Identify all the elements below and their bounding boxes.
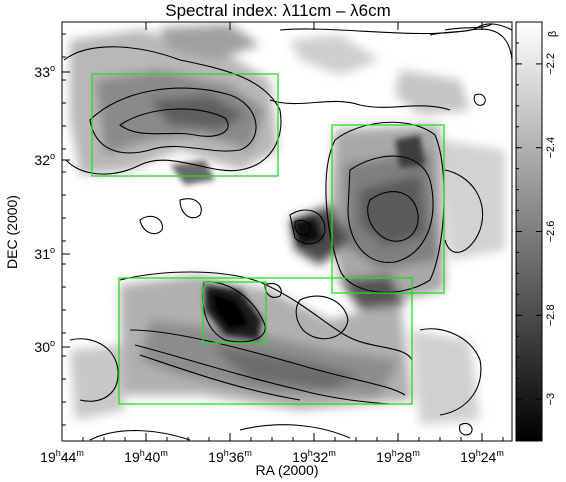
x-axis: 19h44m 19h40m 19h36m 19h32m 19h28m 19h24m [40,22,504,465]
x-tick-label: 19h36m [208,448,252,465]
colorbar-tick-label: −2.8 [545,304,557,326]
colorbar-tick-label: −2.4 [545,137,557,159]
y-axis: 33o 32o 31o 30o [34,33,70,426]
x-tick-label: 19h32m [292,448,336,465]
x-axis-label: RA (2000) [255,462,318,478]
colorbar-label: β [547,31,559,37]
y-tick-label: 31o [34,245,55,262]
box-small-dark [202,281,267,344]
x-tick-label: 19h44m [40,448,84,465]
y-tick-label: 30o [34,338,55,355]
x-tick-label: 19h24m [460,448,504,465]
map-frame [61,21,513,442]
box-top-left [91,73,279,177]
spectral-index-image [70,24,505,425]
colorbar-tick-label: −2.6 [545,221,557,243]
chart-title: Spectral index: λ11cm – λ6cm [165,1,391,20]
y-tick-label: 32o [34,151,55,168]
region-boxes [91,73,445,405]
colorbar-tick-label: −3 [545,393,557,406]
box-right [331,124,445,294]
colorbar-ticks: −2.2 −2.4 −2.6 −2.8 −3 [516,42,557,442]
map-panel [61,21,513,442]
colorbar-tick-label: −2.2 [545,53,557,75]
box-bottom [118,277,413,405]
colorbar: −2.2 −2.4 −2.6 −2.8 −3 β [515,21,559,442]
x-tick-label: 19h40m [124,448,168,465]
y-tick-label: 33o [34,63,55,80]
contour-lines [63,23,512,441]
y-axis-label: DEC (2000) [4,195,20,269]
x-tick-label: 19h28m [376,448,420,465]
